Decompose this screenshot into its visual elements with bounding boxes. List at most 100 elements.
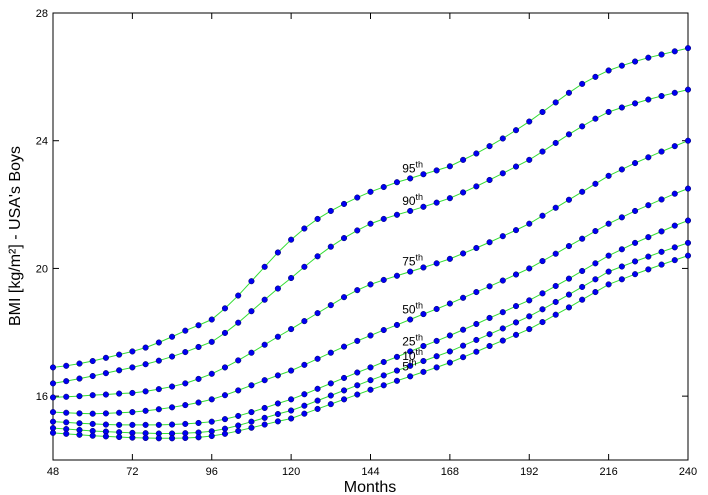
data-point <box>354 337 361 344</box>
data-point <box>393 367 401 374</box>
data-point <box>618 104 625 111</box>
fit-line <box>52 47 689 368</box>
data-point <box>393 321 401 328</box>
data-point <box>618 214 625 221</box>
x-tick-label: 72 <box>126 466 138 478</box>
data-point <box>539 212 546 219</box>
data-point <box>327 401 334 408</box>
data-point <box>552 282 559 290</box>
data-point <box>460 326 467 333</box>
data-point <box>129 421 136 428</box>
data-point <box>460 250 467 257</box>
data-point <box>565 243 572 250</box>
data-point <box>261 404 268 412</box>
data-point <box>565 304 572 311</box>
data-point <box>235 319 242 326</box>
data-point <box>63 430 70 437</box>
data-point <box>288 326 295 333</box>
data-point <box>592 276 599 283</box>
data-point <box>407 316 414 323</box>
data-point <box>76 375 83 382</box>
data-point <box>301 318 308 325</box>
data-point <box>288 367 295 374</box>
data-point <box>446 332 453 339</box>
data-point <box>592 180 599 187</box>
data-point <box>142 344 149 351</box>
x-tick-label: 216 <box>599 466 617 478</box>
data-point <box>605 67 612 74</box>
data-point <box>208 338 215 345</box>
data-point <box>393 377 401 384</box>
data-point <box>274 249 281 256</box>
data-point <box>592 260 599 267</box>
data-point <box>354 287 361 294</box>
data-point <box>579 123 586 130</box>
y-axis-title: BMI [kg/m²] - USA's Boys <box>7 146 24 326</box>
series-label: 5th <box>402 357 416 373</box>
data-point <box>512 319 520 326</box>
data-point <box>340 387 348 394</box>
data-point <box>565 275 572 282</box>
data-point <box>261 421 268 428</box>
data-point <box>460 342 467 349</box>
data-point <box>261 414 268 421</box>
data-point <box>314 355 321 362</box>
data-point <box>499 337 506 344</box>
series-label: 90th <box>402 192 423 208</box>
data-point <box>274 418 281 425</box>
data-point <box>645 234 652 241</box>
data-point <box>473 348 480 355</box>
data-point <box>142 407 149 414</box>
data-point <box>486 143 493 150</box>
data-point <box>354 391 361 398</box>
series-label: 75th <box>402 253 423 269</box>
data-point <box>393 353 401 360</box>
data-point <box>526 156 533 163</box>
data-point <box>473 150 480 157</box>
data-point <box>486 239 493 246</box>
data-point <box>208 370 215 377</box>
data-point <box>433 353 440 360</box>
data-point <box>169 333 176 340</box>
data-point <box>512 303 520 310</box>
data-point <box>671 89 678 96</box>
data-point <box>327 380 334 387</box>
data-point <box>248 418 255 425</box>
data-point <box>195 343 202 351</box>
data-point <box>314 405 321 412</box>
data-point <box>579 296 586 303</box>
data-point <box>314 385 321 392</box>
data-point <box>274 372 281 379</box>
data-point <box>380 382 387 389</box>
data-point <box>301 410 308 417</box>
series-label: 95th <box>402 159 423 175</box>
fit-line <box>52 89 689 384</box>
data-point <box>367 377 374 384</box>
data-point <box>327 392 334 399</box>
data-point <box>76 431 83 438</box>
data-point <box>235 427 242 434</box>
data-point <box>49 429 57 436</box>
data-point <box>49 418 57 425</box>
data-point <box>89 420 96 427</box>
data-point <box>526 326 533 333</box>
data-point <box>116 390 123 397</box>
data-point <box>393 211 401 218</box>
data-point <box>274 400 281 407</box>
data-point <box>195 375 202 382</box>
data-point <box>407 268 414 275</box>
data-point <box>579 235 586 242</box>
data-point <box>221 305 229 312</box>
data-point <box>671 222 678 229</box>
data-point <box>407 373 414 380</box>
data-point <box>89 392 96 399</box>
data-point <box>116 409 123 416</box>
data-point <box>433 305 440 313</box>
data-point <box>49 394 57 401</box>
data-point <box>63 393 70 400</box>
data-point <box>102 354 109 361</box>
data-point <box>446 255 453 262</box>
data-point <box>658 228 665 235</box>
y-tick-label: 24 <box>36 136 48 148</box>
